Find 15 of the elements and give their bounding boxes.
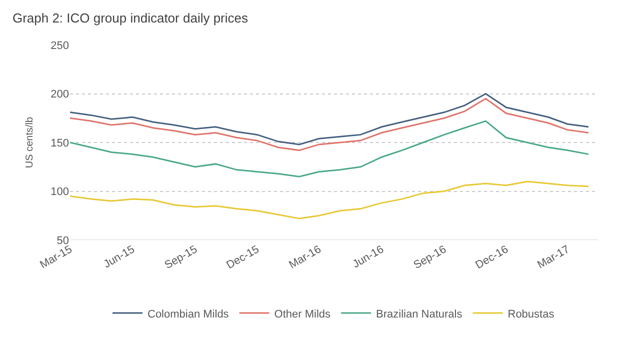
legend-label: Robustas [508, 308, 555, 320]
y-tick-label: 150 [50, 137, 69, 150]
legend-label: Brazilian Naturals [376, 308, 463, 320]
y-tick-label: 200 [50, 88, 69, 101]
line-series [70, 120, 590, 178]
y-tick-label: 250 [50, 40, 69, 52]
line-series [70, 180, 590, 220]
line-series [70, 93, 590, 146]
y-tick-label: 100 [50, 186, 69, 198]
legend-label: Other Milds [274, 308, 332, 320]
legend-label: Colombian Milds [148, 308, 230, 320]
y-axis-title: US cents/lb [24, 116, 36, 168]
chart-title: Graph 2: ICO group indicator daily prices [12, 10, 249, 26]
y-tick-label: 50 [56, 234, 69, 247]
line-series [70, 98, 590, 152]
